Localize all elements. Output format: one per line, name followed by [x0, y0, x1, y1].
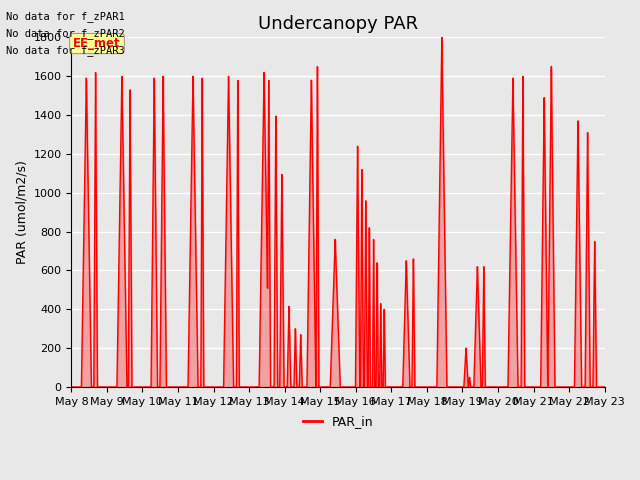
Text: No data for f_zPAR1: No data for f_zPAR1	[6, 11, 125, 22]
Text: No data for f_zPAR3: No data for f_zPAR3	[6, 45, 125, 56]
Text: EE_met: EE_met	[73, 37, 121, 50]
Title: Undercanopy PAR: Undercanopy PAR	[258, 15, 418, 33]
Y-axis label: PAR (umol/m2/s): PAR (umol/m2/s)	[15, 160, 28, 264]
Legend: PAR_in: PAR_in	[298, 410, 378, 433]
Text: No data for f_zPAR2: No data for f_zPAR2	[6, 28, 125, 39]
